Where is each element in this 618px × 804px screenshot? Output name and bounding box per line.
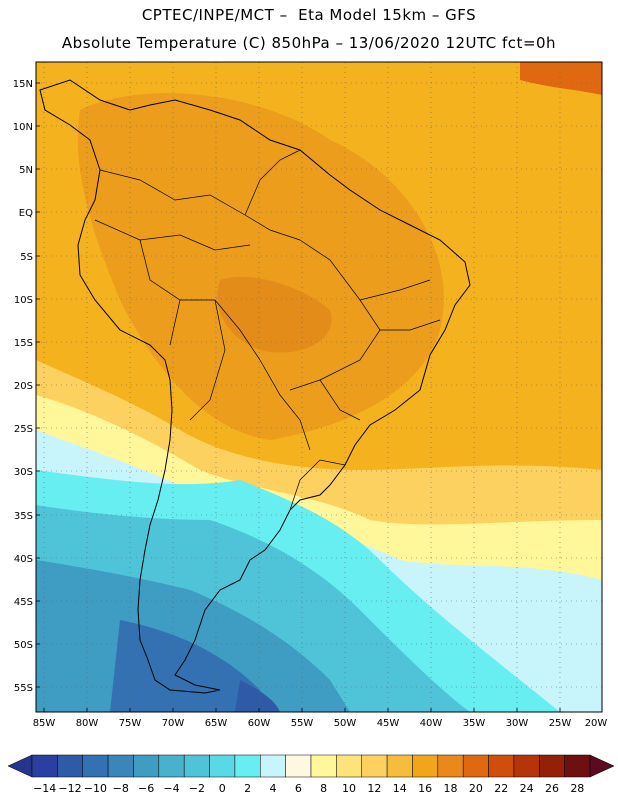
lon-label: 25W bbox=[549, 718, 572, 729]
colorbar-over-arrow bbox=[589, 754, 615, 778]
latitude-labels: 15N 10N 5N EQ 5S 10S 15S 20S 25S 30S 35S… bbox=[13, 79, 33, 694]
colorbar-swatch bbox=[488, 754, 515, 778]
colorbar-label: 14 bbox=[393, 782, 407, 795]
temperature-field bbox=[36, 62, 602, 712]
colorbar-label: −4 bbox=[163, 782, 179, 795]
lon-label: 60W bbox=[248, 718, 271, 729]
colorbar-label: 12 bbox=[367, 782, 381, 795]
axis-ticks bbox=[36, 82, 561, 712]
colorbar-label: 22 bbox=[494, 782, 508, 795]
colorbar-swatch bbox=[285, 754, 312, 778]
colorbar-swatch bbox=[82, 754, 109, 778]
colorbar-label: 10 bbox=[342, 782, 356, 795]
colorbar-swatch bbox=[539, 754, 565, 778]
colorbar-label: 16 bbox=[418, 782, 432, 795]
colorbar-swatch bbox=[133, 754, 160, 778]
map-frame bbox=[35, 61, 603, 713]
lat-label: 50S bbox=[14, 640, 33, 651]
colorbar-label: −6 bbox=[138, 782, 154, 795]
lat-label: 35S bbox=[14, 511, 33, 522]
colorbar-label: 0 bbox=[219, 782, 226, 795]
lat-label: 10S bbox=[14, 295, 33, 306]
colorbar-label: −12 bbox=[58, 782, 81, 795]
lat-label: 10N bbox=[13, 122, 33, 133]
colorbar-swatch bbox=[107, 754, 134, 778]
title-line-2: Absolute Temperature (C) 850hPa – 13/06/… bbox=[61, 34, 557, 52]
colorbar-label: −14 bbox=[33, 782, 56, 795]
south-america-coastline bbox=[39, 79, 471, 694]
lon-label: 70W bbox=[162, 718, 185, 729]
lon-label: 35W bbox=[463, 718, 486, 729]
colorbar-label: −2 bbox=[189, 782, 205, 795]
colorbar-label: 20 bbox=[469, 782, 483, 795]
colorbar-swatch bbox=[386, 754, 413, 778]
colorbar-swatch bbox=[31, 754, 58, 778]
lon-label: 50W bbox=[334, 718, 357, 729]
lon-label: 30W bbox=[506, 718, 529, 729]
grid-lines bbox=[36, 62, 602, 712]
colorbar-swatch bbox=[336, 754, 362, 778]
colorbar-label: 8 bbox=[320, 782, 327, 795]
lon-label: 65W bbox=[205, 718, 228, 729]
lat-label: 5N bbox=[19, 165, 33, 176]
colorbar-swatch bbox=[462, 754, 489, 778]
lat-label: 25S bbox=[14, 424, 33, 435]
colorbar-swatch bbox=[209, 754, 236, 778]
colorbar-under-arrow bbox=[7, 754, 33, 778]
colorbar-swatch bbox=[57, 754, 83, 778]
colorbar-label: 24 bbox=[520, 782, 534, 795]
colorbar-swatch bbox=[158, 754, 185, 778]
lat-label: 45S bbox=[14, 597, 33, 608]
lat-label: 20S bbox=[14, 381, 33, 392]
lat-label: 15N bbox=[13, 79, 33, 90]
colorbar-label: 26 bbox=[545, 782, 559, 795]
lon-label: 75W bbox=[119, 718, 142, 729]
lon-label: 80W bbox=[76, 718, 99, 729]
lat-label: EQ bbox=[19, 208, 33, 219]
lat-label: 55S bbox=[14, 683, 33, 694]
colorbar-swatch bbox=[513, 754, 540, 778]
lon-label: 45W bbox=[377, 718, 400, 729]
lat-label: 30S bbox=[14, 467, 33, 478]
longitude-labels: 85W 80W 75W 70W 65W 60W 55W 50W 45W 40W … bbox=[33, 718, 608, 729]
colorbar-swatch bbox=[183, 754, 210, 778]
colorbar: −14 −12 −10 −8 −6 −4 −2 0 2 4 6 8 10 12 14 16 18 20 22 24 26… bbox=[7, 754, 615, 795]
colorbar-label: 28 bbox=[570, 782, 584, 795]
lon-label: 40W bbox=[420, 718, 443, 729]
colorbar-swatch bbox=[361, 754, 388, 778]
colorbar-label: −8 bbox=[113, 782, 129, 795]
lat-label: 15S bbox=[14, 338, 33, 349]
colorbar-swatch bbox=[234, 754, 261, 778]
colorbar-swatch bbox=[310, 754, 337, 778]
colorbar-label: −10 bbox=[84, 782, 107, 795]
colorbar-label: 2 bbox=[244, 782, 251, 795]
colorbar-swatch bbox=[412, 754, 439, 778]
lon-label: 85W bbox=[33, 718, 56, 729]
colorbar-swatch bbox=[564, 754, 591, 778]
colorbar-label: 4 bbox=[269, 782, 276, 795]
lon-label: 20W bbox=[585, 718, 608, 729]
colorbar-swatch bbox=[437, 754, 464, 778]
title-line-1: CPTEC/INPE/MCT – Eta Model 15km – GFS bbox=[141, 6, 477, 24]
colorbar-swatch bbox=[260, 754, 286, 778]
colorbar-label: 6 bbox=[295, 782, 302, 795]
lon-label: 55W bbox=[291, 718, 314, 729]
colorbar-label: 18 bbox=[444, 782, 458, 795]
country-borders bbox=[94, 149, 441, 511]
lat-label: 5S bbox=[20, 252, 33, 263]
lat-label: 40S bbox=[14, 554, 33, 565]
